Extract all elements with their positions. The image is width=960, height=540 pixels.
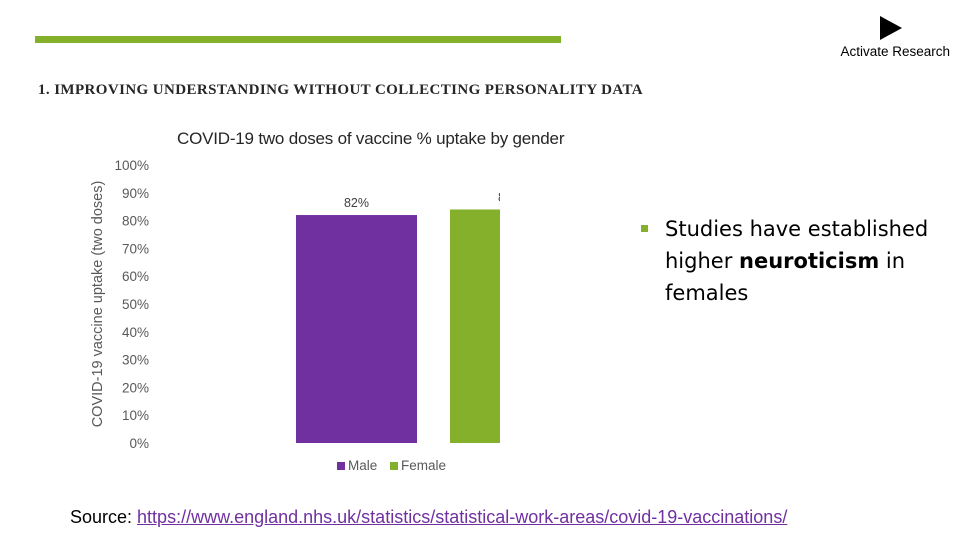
accent-bar (35, 36, 561, 43)
bullet-point: Studies have established higher neurotic… (641, 213, 931, 309)
chart-title: COVID-19 two doses of vaccine % uptake b… (177, 129, 565, 148)
y-tick-label: 70% (122, 241, 149, 256)
bullet-text: Studies have established higher neurotic… (665, 213, 931, 309)
legend-swatch-male (337, 462, 345, 470)
y-tick-label: 100% (114, 158, 149, 173)
legend-label-female: Female (401, 458, 446, 473)
bullet-square-icon (641, 225, 648, 232)
legend-swatch-female (390, 462, 398, 470)
y-tick-label: 0% (129, 436, 149, 451)
play-triangle-icon (880, 16, 902, 40)
source-link[interactable]: https://www.england.nhs.uk/statistics/st… (137, 507, 788, 527)
legend-label-male: Male (348, 458, 377, 473)
source-label: Source: (70, 507, 138, 527)
y-tick-label: 80% (122, 214, 149, 229)
y-tick-label: 20% (122, 380, 149, 395)
logo: Activate Research (820, 16, 950, 64)
bar-chart: 0% 10% 20% 30% 40% 50% 60% 70% 80% 90% 100% COVID-1… (90, 158, 500, 473)
y-tick-label: 50% (122, 297, 149, 312)
logo-text: Activate Research (840, 44, 950, 59)
section-title: 1. IMPROVING UNDERSTANDING WITHOUT COLLE… (38, 82, 644, 98)
bar-male (296, 215, 417, 443)
y-tick-label: 40% (122, 325, 149, 340)
source-line: Source: https://www.england.nhs.uk/stati… (70, 507, 787, 528)
y-tick-label: 30% (122, 353, 149, 368)
data-label-male: 82% (344, 196, 369, 210)
y-tick-label: 10% (122, 408, 149, 423)
bullet-text-start: Studies have established higher (665, 217, 929, 273)
y-axis-label: COVID-19 vaccine uptake (two doses) (90, 181, 106, 428)
bullet-text-end: in females (665, 249, 906, 305)
data-label-female: 84% (498, 190, 500, 204)
y-tick-label: 60% (122, 269, 149, 284)
y-tick-label: 90% (122, 186, 149, 201)
bar-female (450, 209, 500, 443)
bullet-bold-term: neuroticism (739, 249, 880, 273)
